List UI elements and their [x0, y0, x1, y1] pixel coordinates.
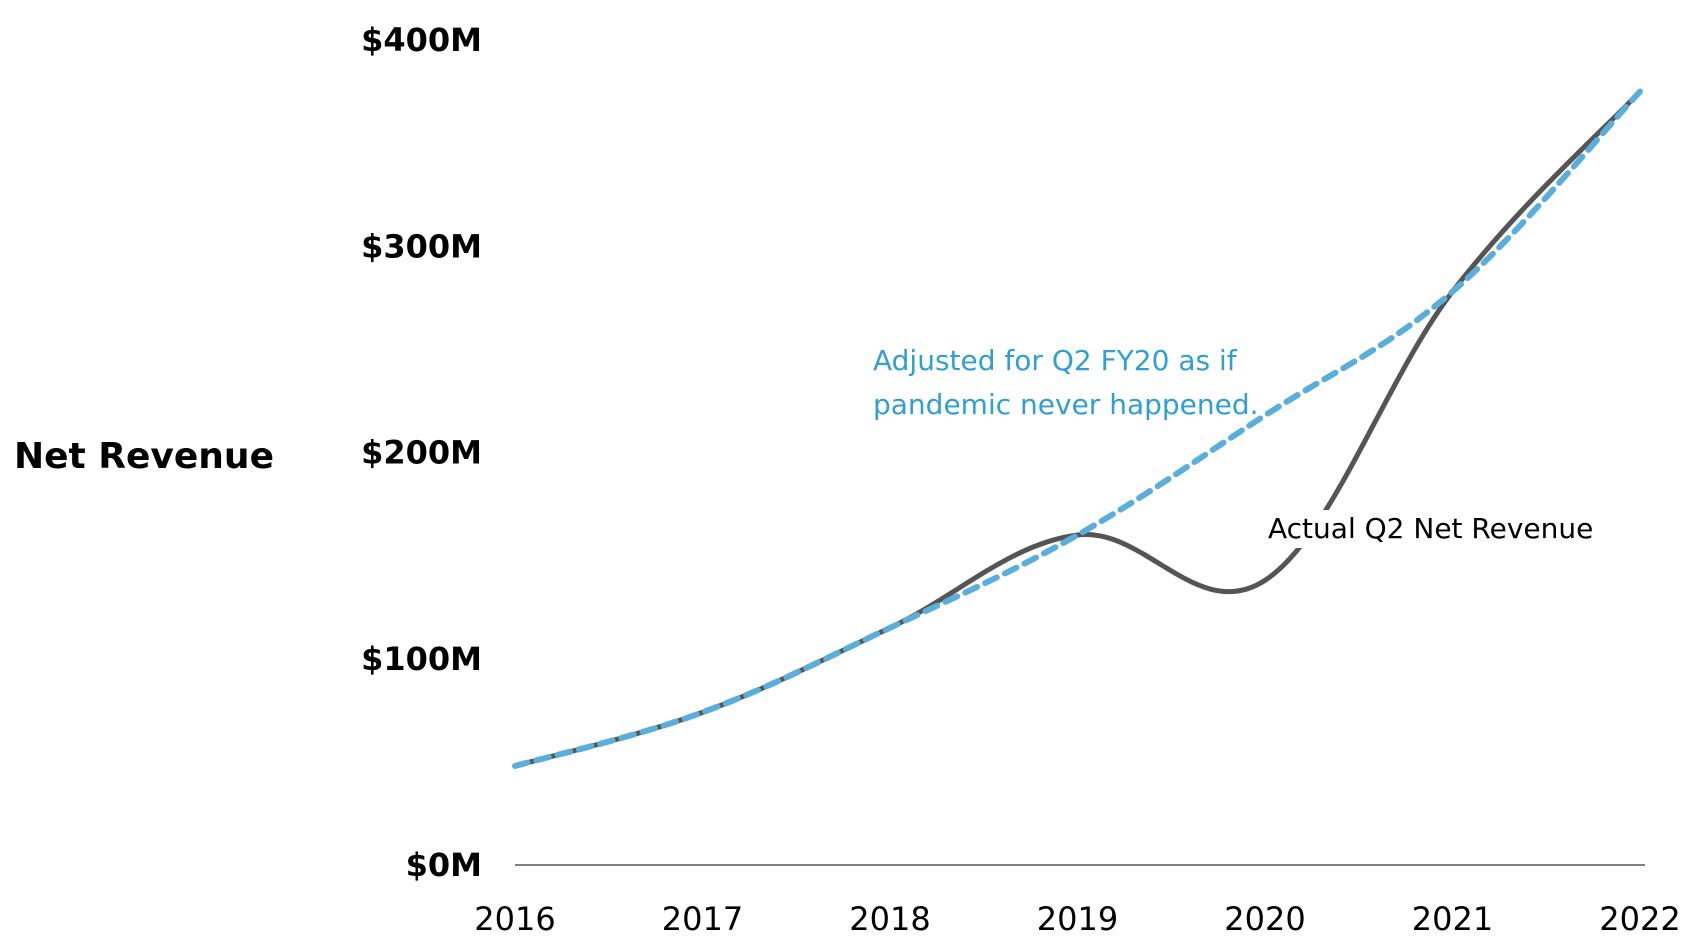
y-tick-label: $200M — [361, 434, 482, 472]
series-layer — [512, 88, 1643, 769]
x-axis-ticks: 2016 2017 2018 2019 2020 2021 2022 — [474, 900, 1680, 938]
y-tick-label: $300M — [361, 227, 482, 265]
x-tick-label: 2019 — [1037, 900, 1118, 938]
actual-annotation-background — [1262, 510, 1634, 548]
y-tick-label: $0M — [406, 846, 482, 884]
x-tick-label: 2021 — [1412, 900, 1493, 938]
x-tick-label: 2018 — [849, 900, 930, 938]
actual-annotation: Actual Q2 Net Revenue — [1268, 512, 1593, 545]
adjusted-annotation-line-2: pandemic never happened. — [873, 388, 1259, 421]
annotation-layer: Adjusted for Q2 FY20 as if pandemic neve… — [873, 344, 1634, 548]
adjusted-annotation: Adjusted for Q2 FY20 as if pandemic neve… — [873, 344, 1259, 421]
x-tick-label: 2020 — [1224, 900, 1305, 938]
x-tick-label: 2017 — [662, 900, 743, 938]
y-tick-label: $100M — [361, 640, 482, 678]
x-tick-label: 2022 — [1599, 900, 1680, 938]
actual-annotation-line-1: Actual Q2 Net Revenue — [1268, 512, 1593, 545]
adjusted-annotation-line-1: Adjusted for Q2 FY20 as if — [873, 344, 1238, 377]
actual-revenue-line — [512, 89, 1643, 769]
y-tick-label: $400M — [361, 21, 482, 59]
x-tick-label: 2016 — [474, 900, 555, 938]
y-axis-ticks: $0M $100M $200M $300M $400M — [361, 21, 482, 884]
y-axis-title: Net Revenue — [14, 436, 274, 477]
adjusted-revenue-line — [512, 88, 1643, 769]
